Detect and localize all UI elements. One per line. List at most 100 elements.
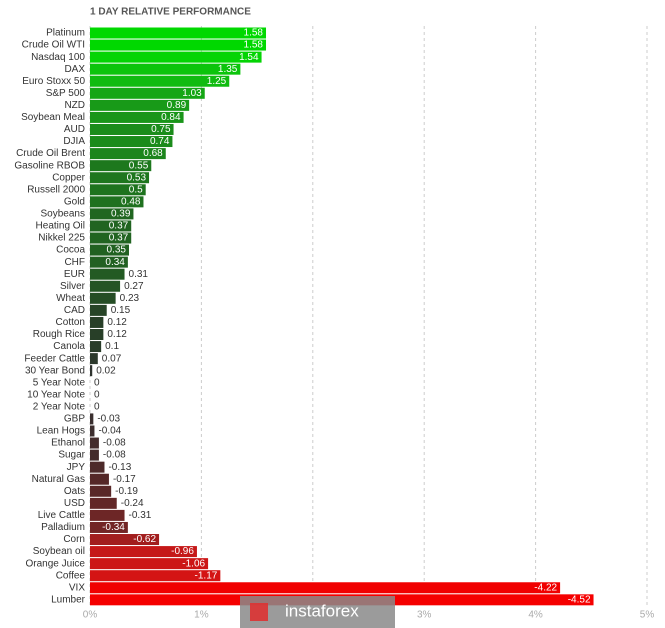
value-label: -4.52 <box>568 594 591 605</box>
value-label: -0.03 <box>97 414 120 425</box>
bar <box>90 75 230 87</box>
bar <box>90 268 125 280</box>
bar <box>90 341 102 353</box>
category-label: Gold <box>64 196 85 207</box>
value-label: 0 <box>94 402 100 413</box>
value-label: 0.12 <box>107 329 127 340</box>
category-label: Canola <box>53 341 85 352</box>
category-label: CHF <box>64 257 85 268</box>
category-label: NZD <box>64 100 85 111</box>
bar <box>90 87 205 99</box>
category-label: Palladium <box>41 522 85 533</box>
value-label: 0.1 <box>105 341 119 352</box>
bar <box>90 292 116 304</box>
category-label: GBP <box>64 414 85 425</box>
watermark-icon <box>250 603 268 621</box>
category-label: Corn <box>63 534 85 545</box>
value-label: 0.55 <box>129 160 149 171</box>
bar <box>90 136 173 148</box>
value-label: 1.58 <box>244 28 264 39</box>
bar <box>90 521 128 533</box>
x-tick-label: 1% <box>194 610 209 621</box>
category-label: Rough Rice <box>33 329 86 340</box>
value-label: 0.48 <box>121 196 141 207</box>
category-label: Gasoline RBOB <box>14 160 85 171</box>
value-label: 0 <box>94 389 100 400</box>
category-label: Lean Hogs <box>37 426 85 437</box>
category-label: Copper <box>52 172 85 183</box>
category-label: EUR <box>64 269 85 280</box>
bar <box>90 304 107 316</box>
value-label: -0.13 <box>108 462 131 473</box>
value-label: 0.23 <box>120 293 140 304</box>
category-label: Sugar <box>58 450 85 461</box>
category-label: CAD <box>64 305 85 316</box>
bar <box>90 449 99 461</box>
category-label: Oats <box>64 486 85 497</box>
category-label: Live Cattle <box>38 510 86 521</box>
category-label: Cotton <box>56 317 85 328</box>
value-label: 1.54 <box>239 52 259 63</box>
value-label: -0.24 <box>121 498 144 509</box>
bar <box>90 244 129 256</box>
bar <box>90 232 132 244</box>
category-label: 2 Year Note <box>33 402 86 413</box>
bar <box>90 148 166 160</box>
bar <box>90 196 144 208</box>
bar <box>90 111 184 123</box>
bar <box>90 184 146 196</box>
bar <box>90 485 112 497</box>
bar <box>90 27 267 39</box>
category-label: AUD <box>64 124 85 135</box>
category-label: Nasdaq 100 <box>31 52 85 63</box>
value-label: -0.08 <box>103 438 126 449</box>
category-label: Feeder Cattle <box>24 353 85 364</box>
value-label: 0.75 <box>151 124 171 135</box>
category-label: Orange Juice <box>26 558 86 569</box>
category-label: USD <box>64 498 85 509</box>
value-label: 0.84 <box>161 112 181 123</box>
category-label: DAX <box>64 64 85 75</box>
value-label: 0.89 <box>167 100 187 111</box>
category-label: Crude Oil Brent <box>16 148 85 159</box>
category-label: Lumber <box>51 594 86 605</box>
value-label: -0.04 <box>98 426 121 437</box>
category-label: 30 Year Bond <box>25 365 85 376</box>
bar <box>90 570 221 582</box>
value-label: 0.27 <box>124 281 144 292</box>
value-label: 1.35 <box>218 64 238 75</box>
value-label: 0.15 <box>111 305 131 316</box>
value-label: 0.37 <box>109 233 129 244</box>
value-label: -4.22 <box>534 582 557 593</box>
bar <box>90 497 117 509</box>
value-label: 1.58 <box>244 40 264 51</box>
value-label: 0.35 <box>107 245 127 256</box>
value-label: 0.39 <box>111 209 131 220</box>
value-label: 0.31 <box>129 269 149 280</box>
bar <box>90 509 125 521</box>
bar <box>90 473 109 485</box>
category-label: Ethanol <box>51 438 85 449</box>
bar <box>90 39 267 51</box>
value-label: 0.07 <box>102 353 122 364</box>
value-label: 0.53 <box>127 172 147 183</box>
bar <box>90 316 104 328</box>
bar <box>90 51 262 63</box>
bar <box>90 329 104 340</box>
bar <box>90 461 105 473</box>
value-label: 0.12 <box>107 317 127 328</box>
category-label: Soybeans <box>41 209 85 220</box>
bar <box>90 425 95 437</box>
bar <box>90 353 98 365</box>
value-label: 0 <box>94 377 100 388</box>
bar <box>90 437 99 449</box>
value-label: 0.02 <box>96 365 116 376</box>
x-tick-label: 5% <box>640 610 655 621</box>
bar <box>90 99 190 111</box>
value-label: -0.62 <box>133 534 156 545</box>
bar <box>90 558 209 570</box>
value-label: 1.25 <box>207 76 227 87</box>
category-label: Russell 2000 <box>27 184 85 195</box>
value-label: -1.17 <box>195 570 218 581</box>
